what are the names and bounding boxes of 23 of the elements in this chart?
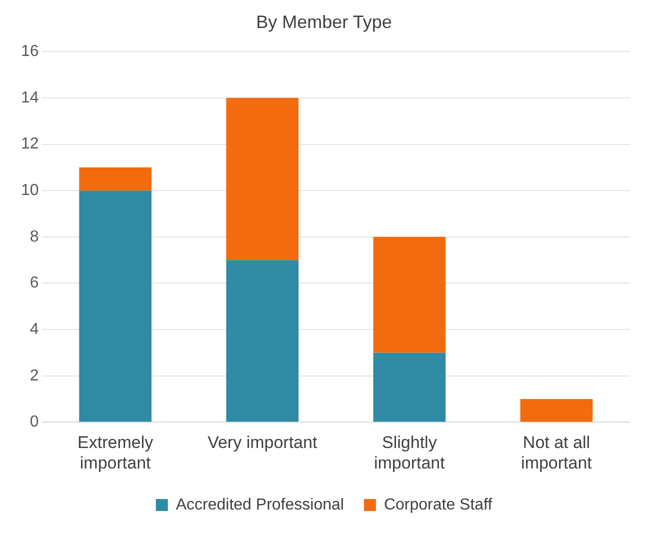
y-tick-label: 14 (21, 89, 39, 106)
x-tick-label: Slightly important (374, 433, 446, 472)
y-tick-label: 10 (21, 182, 39, 199)
legend-label: Accredited Professional (176, 496, 344, 514)
bar (226, 98, 299, 260)
bar (79, 190, 152, 422)
y-tick-label: 2 (30, 367, 39, 384)
chart-title: By Member Type (256, 12, 392, 32)
y-tick-label: 6 (30, 274, 39, 292)
x-tick-label: Not at all important (521, 433, 592, 472)
bar (226, 260, 299, 422)
bar (373, 352, 446, 422)
x-tick-label: Extremely important (78, 433, 154, 472)
bar (373, 236, 446, 353)
y-tick-label: 4 (30, 320, 39, 338)
bar (520, 399, 593, 422)
y-tick-label: 12 (21, 136, 39, 153)
legend-label: Corporate Staff (384, 496, 493, 514)
bar (79, 167, 152, 191)
y-tick-label: 8 (30, 228, 39, 246)
x-tick-label: Very important (208, 433, 318, 452)
y-tick-label: 0 (30, 414, 39, 431)
y-tick-label: 16 (21, 43, 39, 60)
